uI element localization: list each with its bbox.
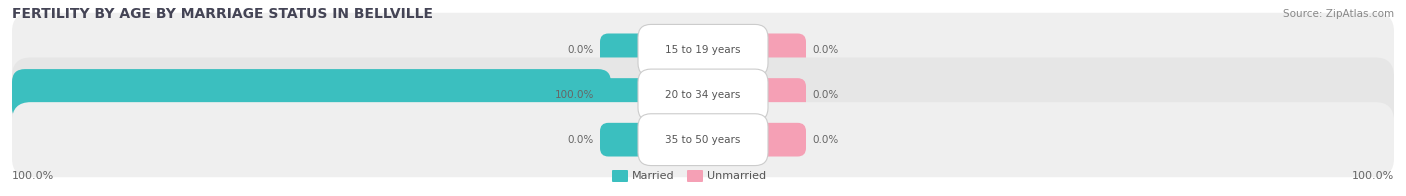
FancyBboxPatch shape (13, 13, 1393, 88)
FancyBboxPatch shape (612, 170, 628, 182)
FancyBboxPatch shape (638, 114, 768, 166)
Text: 0.0%: 0.0% (813, 135, 838, 145)
Text: Unmarried: Unmarried (707, 171, 766, 181)
FancyBboxPatch shape (600, 34, 647, 67)
FancyBboxPatch shape (600, 78, 647, 112)
Text: 0.0%: 0.0% (568, 45, 593, 55)
FancyBboxPatch shape (638, 24, 768, 76)
Text: 100.0%: 100.0% (13, 171, 55, 181)
Text: 20 to 34 years: 20 to 34 years (665, 90, 741, 100)
Text: 100.0%: 100.0% (1351, 171, 1393, 181)
Text: 15 to 19 years: 15 to 19 years (665, 45, 741, 55)
FancyBboxPatch shape (13, 102, 1393, 177)
Text: 100.0%: 100.0% (554, 90, 593, 100)
FancyBboxPatch shape (688, 170, 703, 182)
FancyBboxPatch shape (759, 34, 806, 67)
Text: 0.0%: 0.0% (568, 135, 593, 145)
FancyBboxPatch shape (13, 69, 612, 121)
Text: 0.0%: 0.0% (813, 90, 838, 100)
Text: FERTILITY BY AGE BY MARRIAGE STATUS IN BELLVILLE: FERTILITY BY AGE BY MARRIAGE STATUS IN B… (13, 7, 433, 21)
FancyBboxPatch shape (600, 123, 647, 156)
Text: 35 to 50 years: 35 to 50 years (665, 135, 741, 145)
Text: 0.0%: 0.0% (813, 45, 838, 55)
FancyBboxPatch shape (759, 123, 806, 156)
FancyBboxPatch shape (759, 78, 806, 112)
Text: Married: Married (633, 171, 675, 181)
Text: Source: ZipAtlas.com: Source: ZipAtlas.com (1282, 9, 1393, 19)
FancyBboxPatch shape (13, 57, 1393, 132)
FancyBboxPatch shape (638, 69, 768, 121)
